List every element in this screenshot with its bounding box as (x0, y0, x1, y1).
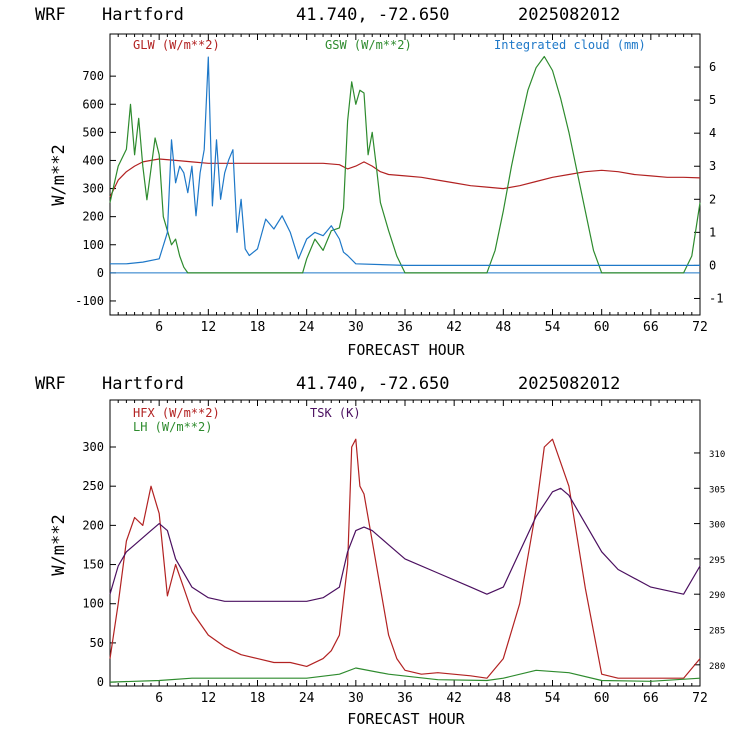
x-tick-label: 24 (299, 691, 315, 706)
x-tick-label: 18 (250, 691, 266, 706)
legend-tsk: TSK (K) (310, 406, 361, 420)
x-tick-label: 24 (299, 320, 315, 335)
y-tick-label: 0 (97, 675, 104, 689)
header-coords: 41.740, -72.650 (296, 5, 450, 25)
y-tick-label: 300 (82, 182, 104, 196)
x-tick-label: 48 (496, 320, 512, 335)
y-tick-label: 50 (90, 636, 104, 650)
x-tick-label: 66 (643, 691, 659, 706)
legend-hfx: HFX (W/m**2) (133, 406, 220, 420)
y-right-tick-label: 280 (709, 662, 725, 672)
series-line-glw (109, 158, 701, 198)
axes: 6 12 18 24 30 36 42 48 54 60 66 72 0 50 100 150 200 250 30… (82, 400, 725, 706)
legend-glw: GLW (W/m**2) (133, 38, 220, 52)
y-right-tick-label: 5 (709, 93, 716, 107)
y-tick-label: 700 (82, 69, 104, 83)
y-tick-label: -100 (75, 294, 104, 308)
y-tick-label: 200 (82, 518, 104, 532)
plot-frame (109, 399, 701, 687)
header-run: 2025082012 (518, 5, 620, 25)
y-tick-label: 150 (82, 558, 104, 572)
axes: 6 12 18 24 30 36 42 48 54 60 66 72-1000100200300400… (75, 34, 723, 335)
x-tick-label: 30 (348, 691, 364, 706)
x-tick-label: 6 (155, 691, 163, 706)
x-tick-label: 36 (397, 320, 413, 335)
x-tick-label: 6 (155, 320, 163, 335)
y-right-tick-label: 3 (709, 159, 716, 173)
x-tick-label: 30 (348, 320, 364, 335)
y-right-tick-label: 300 (709, 521, 725, 531)
y-right-tick-label: 0 (709, 258, 716, 272)
series-line-tsk (109, 487, 701, 602)
y-right-tick-label: 295 (709, 556, 725, 566)
y-axis-label: W/m**2 (49, 144, 69, 205)
y-tick-label: 250 (82, 479, 104, 493)
x-tick-label: 48 (496, 691, 512, 706)
y-tick-label: 200 (82, 210, 104, 224)
y-right-tick-label: 285 (709, 627, 725, 637)
x-axis-label: FORECAST HOUR (347, 341, 465, 359)
series-line-hfx (109, 438, 701, 679)
y-right-tick-label: 4 (709, 126, 716, 140)
y-tick-label: 400 (82, 153, 104, 167)
y-axis-label: W/m**2 (49, 514, 69, 575)
legend-cloud: Integrated cloud (mm) (494, 38, 646, 52)
header-model: WRF (35, 5, 66, 25)
x-tick-label: 60 (594, 320, 610, 335)
header-run: 2025082012 (518, 374, 620, 394)
series-line-gsw (109, 55, 701, 274)
panel-2: WRF Hartford 41.740, -72.650 2025082012 … (35, 374, 725, 728)
y-right-tick-label: 305 (709, 485, 725, 495)
y-tick-label: 100 (82, 238, 104, 252)
y-right-tick-label: -1 (709, 291, 723, 305)
legend-lh: LH (W/m**2) (133, 420, 212, 434)
x-tick-label: 72 (692, 320, 708, 335)
y-tick-label: 600 (82, 97, 104, 111)
y-tick-label: 100 (82, 597, 104, 611)
header-model: WRF (35, 374, 66, 394)
x-tick-label: 36 (397, 691, 413, 706)
series (109, 438, 701, 683)
x-tick-label: 72 (692, 691, 708, 706)
legend-gsw: GSW (W/m**2) (325, 38, 412, 52)
series-line-integrated (110, 56, 700, 266)
y-right-tick-label: 310 (709, 450, 725, 460)
x-tick-label: 66 (643, 320, 659, 335)
x-tick-label: 54 (545, 691, 561, 706)
series-line-lh (109, 667, 701, 683)
panel-1: WRF Hartford 41.740, -72.650 2025082012 … (35, 5, 723, 359)
x-axis-label: FORECAST HOUR (347, 710, 465, 728)
y-tick-label: 300 (82, 440, 104, 454)
y-tick-label: 500 (82, 125, 104, 139)
header-location: Hartford (102, 374, 184, 394)
x-tick-label: 54 (545, 320, 561, 335)
x-tick-label: 12 (201, 320, 217, 335)
x-tick-label: 18 (250, 320, 266, 335)
header-coords: 41.740, -72.650 (296, 374, 450, 394)
y-right-tick-label: 2 (709, 192, 716, 206)
x-tick-label: 42 (446, 691, 462, 706)
y-right-tick-label: 1 (709, 225, 716, 239)
x-tick-label: 12 (201, 691, 217, 706)
x-tick-label: 60 (594, 691, 610, 706)
x-tick-label: 42 (446, 320, 462, 335)
series (109, 55, 701, 274)
y-tick-label: 0 (97, 266, 104, 280)
y-right-tick-label: 6 (709, 60, 716, 74)
y-right-tick-label: 290 (709, 591, 725, 601)
header-location: Hartford (102, 5, 184, 25)
